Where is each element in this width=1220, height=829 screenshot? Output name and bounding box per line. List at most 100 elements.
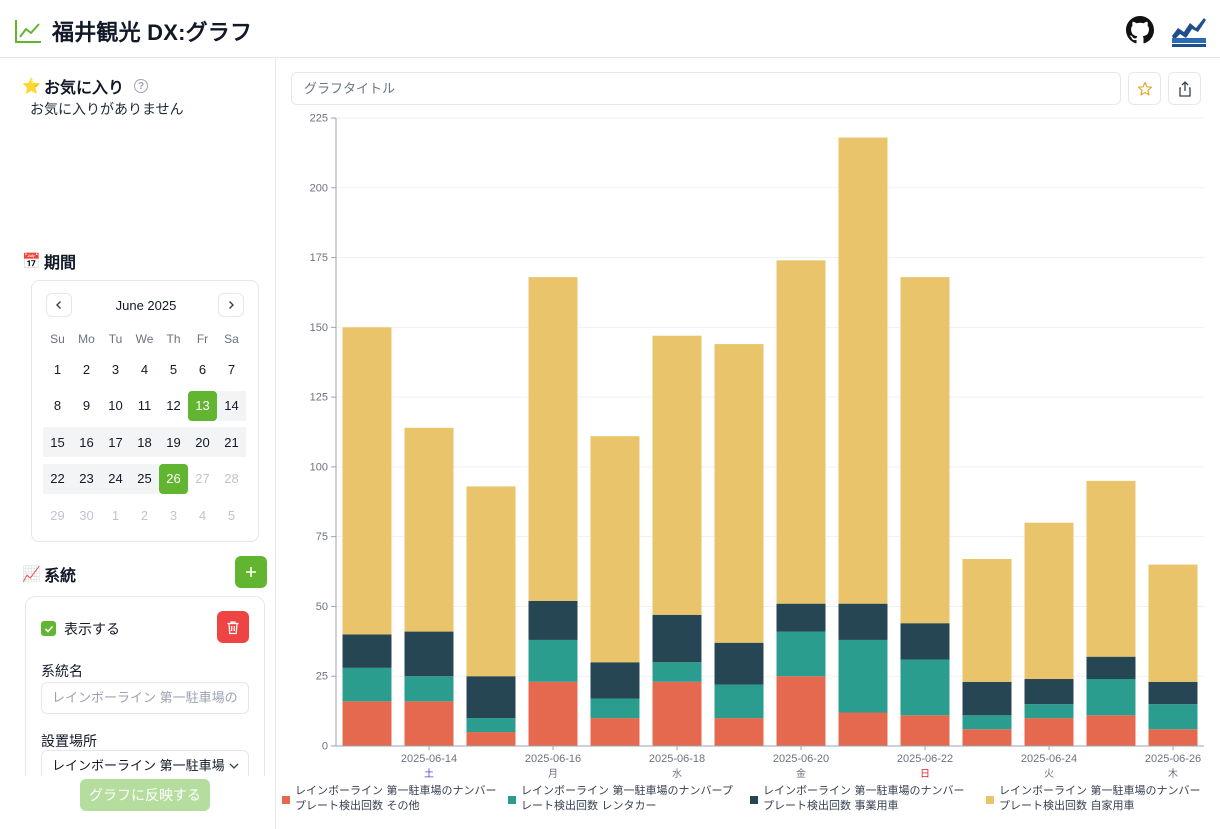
delete-series-button[interactable]	[217, 611, 249, 643]
calendar-day[interactable]: 25	[130, 463, 159, 494]
bar-segment	[776, 260, 826, 604]
location-select-value: レインボーライン 第一駐車場	[52, 758, 225, 773]
calendar-day[interactable]: 4	[198, 507, 207, 523]
calendar-day[interactable]: 5	[227, 507, 236, 523]
x-tick-weekday: 日	[920, 769, 930, 780]
graph-title-input[interactable]: グラフタイトル	[291, 72, 1121, 105]
calendar-week: 15 16 17 18 19 20 21	[43, 424, 246, 460]
calendar-day[interactable]: 11	[137, 398, 152, 413]
calendar-day[interactable]: 16	[72, 427, 101, 457]
calendar-day[interactable]: 24	[101, 463, 130, 494]
share-button[interactable]	[1168, 72, 1201, 105]
help-icon[interactable]: ?	[134, 79, 149, 93]
bar-segment	[714, 344, 764, 643]
calendar-day[interactable]: 27	[195, 471, 210, 486]
calendar-day[interactable]: 2	[140, 507, 149, 523]
code-for-fukui-logo[interactable]	[1168, 14, 1210, 48]
calendar-day[interactable]: 5	[169, 361, 178, 377]
bar-segment	[466, 718, 516, 733]
calendar-day[interactable]: 3	[169, 507, 178, 523]
x-tick-weekday: 金	[796, 767, 806, 780]
calendar-day[interactable]: 20	[188, 427, 217, 457]
bar-segment	[528, 277, 578, 601]
calendar-day[interactable]: 26	[159, 463, 188, 494]
y-tick-label: 25	[316, 671, 328, 683]
legend-label: プレート検出回数 事業用車	[763, 798, 899, 812]
calendar-day[interactable]: 8	[53, 398, 62, 413]
sidebar: ⭐ お気に入り ? お気に入りがありません 📅 期間 June 2025 Su M…	[0, 58, 276, 829]
bar-segment	[342, 701, 392, 746]
bar-segment	[466, 486, 516, 677]
bar-segment	[714, 642, 764, 685]
calendar-day[interactable]: 22	[43, 463, 72, 494]
x-tick-label: 2025-06-16	[525, 753, 581, 765]
add-series-button[interactable]	[235, 556, 267, 588]
favorites-section-title: ⭐ お気に入り ?	[22, 74, 149, 98]
weekday-header: Sa	[224, 332, 239, 346]
bar-segment	[1024, 704, 1074, 719]
calendar-week: 22 23 24 25 26 27 28	[43, 461, 246, 497]
calendar-day[interactable]: 14	[217, 390, 246, 421]
weekday-header: Mo	[78, 332, 95, 346]
y-tick-label: 50	[316, 601, 328, 613]
calendar-day[interactable]: 7	[227, 361, 236, 377]
calendar-week: 8 9 10 11 12 13 14	[43, 388, 246, 424]
favorite-button[interactable]	[1128, 72, 1161, 105]
bar-segment	[776, 603, 826, 632]
y-tick-label: 75	[316, 531, 328, 543]
series-name-input[interactable]: レインボーライン 第一駐車場の	[41, 682, 249, 714]
series-section-title: 📈 系統	[22, 566, 77, 585]
bar-segment	[1086, 480, 1136, 657]
calendar-day[interactable]: 4	[140, 361, 149, 377]
calendar-day[interactable]: 18	[130, 427, 159, 457]
calendar-day[interactable]: 1	[53, 361, 62, 377]
legend-label: プレート検出回数 その他	[295, 798, 420, 812]
calendar-day[interactable]: 21	[217, 427, 246, 457]
bar-segment	[404, 427, 454, 632]
weekday-header: Th	[166, 332, 181, 346]
bar-segment	[962, 715, 1012, 730]
calendar-day[interactable]: 3	[111, 361, 120, 377]
show-series-checkbox[interactable]	[41, 621, 56, 636]
calendar-day[interactable]: 30	[79, 507, 94, 523]
weekday-header: Tu	[108, 332, 123, 346]
calendar-day[interactable]: 17	[101, 427, 130, 457]
bar-segment	[962, 681, 1012, 716]
github-icon[interactable]	[1126, 16, 1154, 44]
calendar-grid: 1 2 3 4 5 6 7 8 9 10 11 12 13 14 15 16 17 18 19 20 21 22 23 24 2…	[43, 351, 246, 534]
prev-month-button[interactable]	[46, 293, 72, 317]
bar-segment	[652, 335, 702, 615]
bar-segment	[714, 718, 764, 746]
calendar-day[interactable]: 15	[43, 427, 72, 457]
calendar-day[interactable]: 23	[72, 463, 101, 494]
location-select[interactable]: レインボーライン 第一駐車場	[41, 750, 249, 776]
bar-segment	[1148, 564, 1198, 682]
bar-segment	[1086, 715, 1136, 746]
calendar-day[interactable]: 12	[166, 398, 181, 413]
line-chart-icon	[15, 20, 41, 43]
bar-segment	[900, 715, 950, 746]
check-icon	[44, 625, 53, 633]
bar-segment	[838, 137, 888, 604]
calendar-day[interactable]: 6	[198, 361, 207, 377]
calendar-day[interactable]: 13	[188, 390, 217, 421]
next-month-button[interactable]	[218, 293, 244, 317]
calendar-day[interactable]: 10	[108, 398, 123, 413]
app-header: 福井観光 DX:グラフ	[0, 0, 1220, 58]
calendar-day[interactable]: 9	[82, 398, 91, 413]
star-icon: ⭐	[22, 78, 41, 95]
apply-to-graph-button[interactable]: グラフに反映する	[80, 779, 210, 811]
date-range-calendar: June 2025 Su Mo Tu We Th Fr Sa 1 2 3 4 5 6 7 8 9 10 11 12…	[31, 280, 259, 542]
bar-segment	[590, 698, 640, 719]
bar-segment	[466, 676, 516, 719]
calendar-day[interactable]: 29	[50, 507, 65, 523]
calendar-day[interactable]: 28	[224, 471, 239, 486]
bar-segment	[404, 631, 454, 677]
x-tick-label: 2025-06-22	[897, 753, 953, 765]
y-tick-label: 125	[310, 392, 328, 404]
calendar-day[interactable]: 1	[111, 507, 120, 523]
bar-segment	[838, 603, 888, 640]
bar-segment	[1086, 679, 1136, 716]
calendar-day[interactable]: 2	[82, 361, 91, 377]
calendar-day[interactable]: 19	[159, 427, 188, 457]
